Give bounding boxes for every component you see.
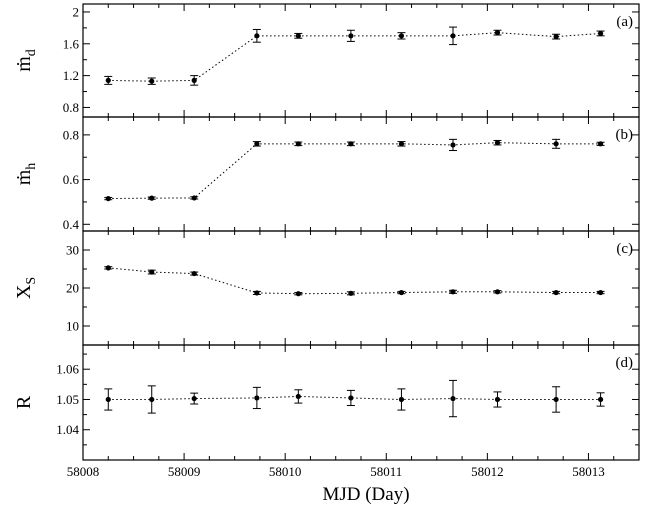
data-point: [295, 291, 301, 297]
y-tick-label: 1.05: [56, 392, 79, 407]
data-point: [597, 289, 604, 296]
data-point: [494, 396, 501, 403]
y-tick-label: 20: [66, 281, 79, 296]
data-point: [450, 142, 456, 148]
panel-frame: [82, 116, 640, 232]
data-point: [295, 141, 301, 147]
data-point: [398, 141, 405, 147]
data-point: [254, 395, 260, 401]
data-point: [398, 289, 405, 296]
panel-frame: [82, 230, 640, 346]
y-tick-label: 0.8: [63, 100, 79, 115]
series-line: [108, 395, 601, 400]
y-tick-label: 0.4: [63, 217, 80, 232]
data-point: [348, 395, 354, 401]
data-point: [149, 396, 155, 403]
data-point: [398, 396, 405, 403]
data-point: [450, 33, 456, 39]
data-point: [191, 77, 197, 83]
y-tick-label: 0.6: [63, 172, 80, 187]
panel-label: (c): [616, 241, 633, 257]
x-tick-label: 58008: [67, 464, 100, 479]
y-tick-label: 0.8: [63, 127, 79, 142]
data-point: [105, 195, 111, 202]
data-point: [494, 289, 501, 295]
series-line: [108, 267, 601, 295]
panel-frame: [82, 3, 640, 118]
data-point: [254, 290, 260, 296]
data-point: [553, 141, 559, 147]
data-point: [348, 290, 354, 296]
panel-label: (a): [616, 14, 633, 30]
data-point: [295, 33, 301, 39]
panel-label: (b): [616, 127, 634, 143]
data-point: [295, 393, 301, 400]
data-point: [105, 77, 111, 83]
data-point: [494, 140, 501, 146]
y-tick-label: 1.6: [63, 36, 80, 51]
data-point: [494, 30, 501, 36]
data-point: [450, 395, 456, 402]
x-tick-label: 58013: [572, 464, 605, 479]
panel-frame: [82, 344, 640, 461]
x-tick-label: 58012: [471, 464, 504, 479]
data-point: [254, 33, 260, 39]
y-tick-label: 2: [73, 4, 80, 19]
data-point: [105, 396, 111, 403]
panel-b: 0.4 0.6 0.8 ṁh (b): [13, 116, 640, 232]
data-point: [450, 289, 456, 295]
data-point: [553, 34, 559, 40]
data-point: [254, 141, 260, 147]
x-axis-label: MJD (Day): [322, 484, 409, 505]
data-point: [597, 141, 604, 147]
y-axis-label: ṁh: [13, 163, 39, 186]
y-tick-label: 1.2: [63, 68, 79, 83]
data-point: [553, 396, 559, 403]
data-point: [191, 270, 197, 277]
data-point: [398, 33, 405, 39]
panel-a: 0.8 1.2 1.6 2 ṁd (a): [13, 3, 640, 118]
panel-d: 1.04 1.05 1.06 R (d): [13, 344, 640, 461]
panel-c: 10 20 30 XS (c): [13, 230, 640, 346]
y-axis-label: XS: [13, 277, 39, 299]
series-line: [108, 32, 601, 82]
panel-label: (d): [616, 355, 634, 371]
y-tick-label: 10: [66, 319, 79, 334]
y-tick-label: 1.04: [56, 422, 79, 437]
series-line: [108, 142, 601, 200]
x-tick-label: 58010: [269, 464, 302, 479]
y-tick-label: 1.06: [56, 362, 79, 377]
data-point: [597, 30, 604, 37]
data-point: [553, 289, 559, 296]
data-point: [348, 141, 354, 147]
data-point: [348, 33, 354, 39]
data-point: [149, 269, 155, 275]
data-point: [191, 195, 197, 201]
y-tick-label: 30: [66, 243, 79, 258]
y-axis-label: R: [13, 395, 35, 409]
data-point: [597, 396, 604, 403]
x-tick-label: 58009: [168, 464, 201, 479]
y-axis-label: ṁd: [13, 49, 39, 72]
data-point: [191, 395, 197, 402]
data-point: [149, 195, 155, 201]
data-point: [105, 265, 111, 271]
x-tick-label: 58011: [370, 464, 402, 479]
data-point: [149, 78, 155, 84]
